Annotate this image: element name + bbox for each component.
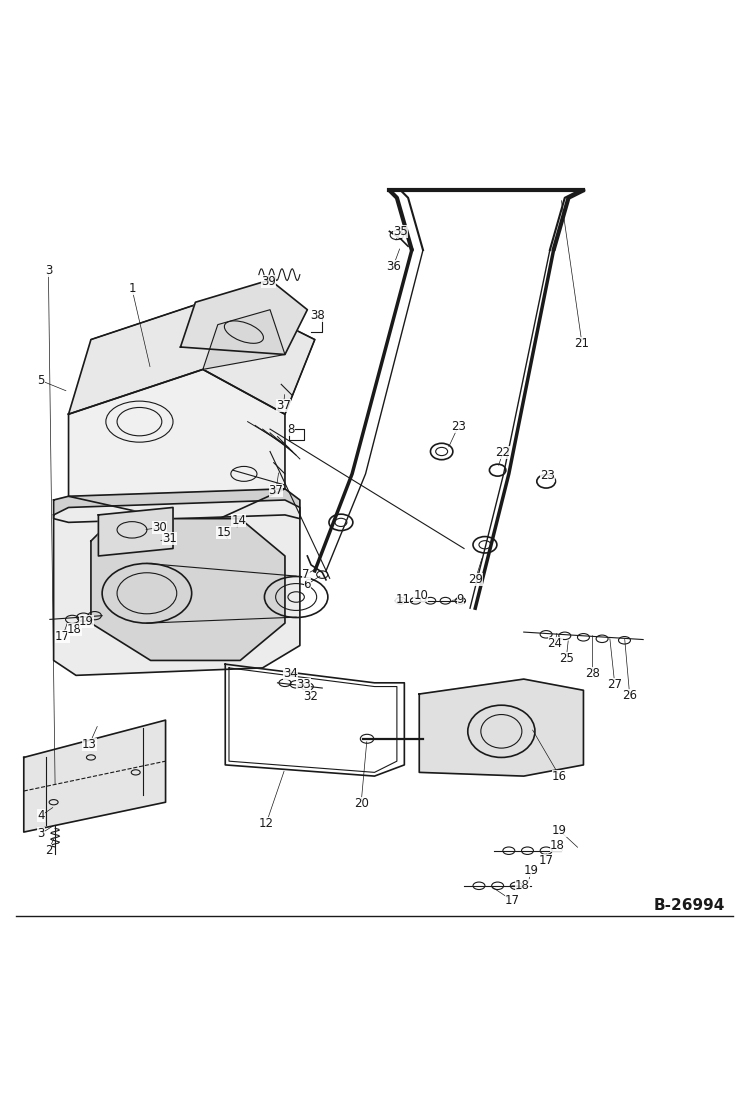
Text: 18: 18	[550, 839, 565, 852]
Polygon shape	[203, 309, 285, 370]
Text: 29: 29	[467, 574, 483, 586]
Text: 7: 7	[302, 568, 309, 581]
Text: 37: 37	[276, 398, 291, 411]
Text: 17: 17	[505, 894, 520, 907]
Text: 36: 36	[386, 260, 401, 273]
Text: 25: 25	[559, 652, 574, 665]
Text: 28: 28	[585, 667, 600, 680]
Text: 19: 19	[524, 864, 539, 878]
Text: 26: 26	[622, 689, 637, 702]
Polygon shape	[181, 280, 307, 354]
Text: 34: 34	[283, 667, 298, 680]
Text: 24: 24	[548, 636, 562, 649]
Text: 18: 18	[515, 880, 530, 892]
Text: 22: 22	[495, 446, 510, 460]
Text: 15: 15	[216, 525, 231, 539]
Text: 17: 17	[539, 853, 554, 867]
Text: 19: 19	[552, 824, 567, 837]
Text: 39: 39	[261, 275, 276, 287]
Text: 23: 23	[451, 420, 466, 433]
Text: 20: 20	[354, 798, 369, 811]
Polygon shape	[69, 370, 285, 527]
Text: 30: 30	[152, 521, 167, 534]
Text: 16: 16	[552, 770, 567, 782]
Text: 11: 11	[395, 592, 410, 606]
Text: 2: 2	[45, 845, 52, 857]
Text: 21: 21	[574, 337, 589, 350]
Polygon shape	[98, 508, 173, 556]
Text: 14: 14	[231, 513, 246, 527]
Text: 18: 18	[67, 623, 82, 635]
Text: 5: 5	[37, 374, 45, 387]
Text: B-26994: B-26994	[654, 897, 725, 913]
Text: 1: 1	[128, 282, 136, 295]
Polygon shape	[91, 519, 285, 660]
Text: 33: 33	[297, 678, 311, 691]
Text: 12: 12	[259, 816, 274, 829]
Text: 4: 4	[37, 810, 45, 822]
Text: 9: 9	[457, 592, 464, 606]
Text: 13: 13	[82, 737, 97, 750]
Text: 19: 19	[79, 615, 94, 629]
Polygon shape	[24, 720, 166, 832]
Text: 23: 23	[540, 468, 555, 482]
Text: 17: 17	[55, 630, 70, 643]
Polygon shape	[419, 679, 583, 776]
Text: 3: 3	[45, 264, 52, 278]
Text: 32: 32	[303, 690, 318, 703]
Text: 38: 38	[310, 309, 325, 323]
Polygon shape	[54, 489, 300, 522]
Polygon shape	[69, 295, 315, 415]
Text: 27: 27	[607, 678, 622, 691]
Text: 31: 31	[162, 532, 177, 545]
Text: 6: 6	[303, 578, 311, 591]
Text: 10: 10	[413, 589, 428, 602]
Text: 37: 37	[269, 484, 283, 497]
Text: 35: 35	[393, 225, 408, 238]
Text: 8: 8	[287, 422, 294, 436]
Text: 3: 3	[37, 827, 45, 840]
Polygon shape	[54, 500, 300, 676]
